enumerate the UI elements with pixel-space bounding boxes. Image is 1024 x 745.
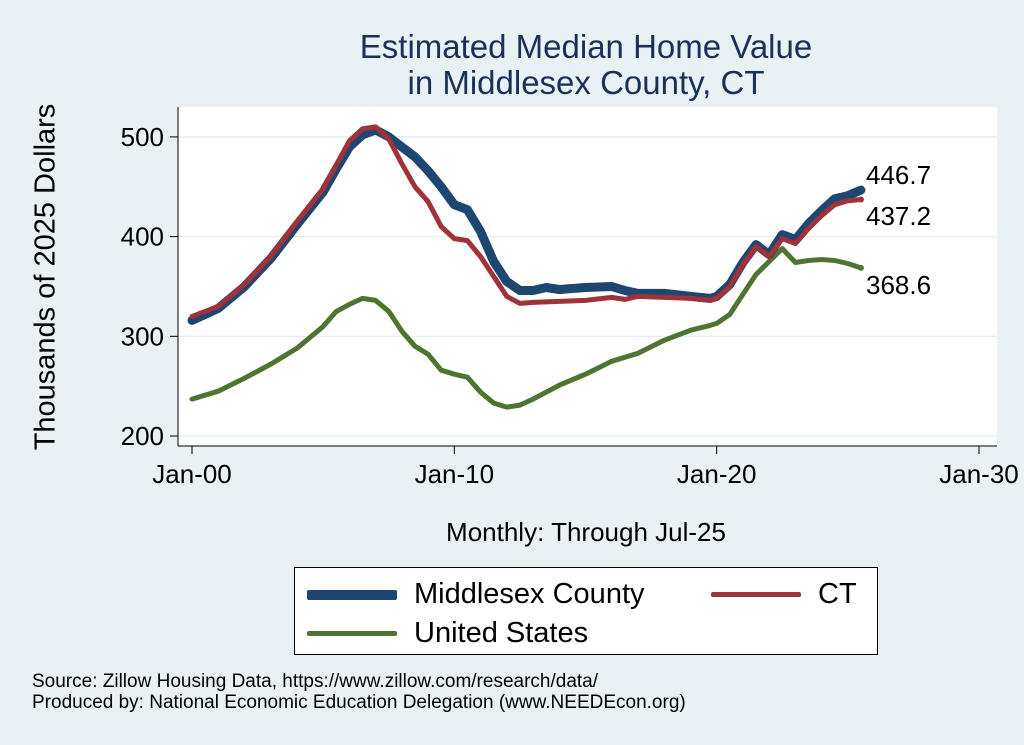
- end-label-ct: 437.2: [866, 201, 931, 231]
- gridlines: [179, 136, 997, 437]
- x-tick-label: Jan-20: [677, 459, 757, 489]
- y-tick-label: 200: [121, 421, 164, 451]
- series-end-point: [857, 264, 864, 271]
- legend-item-us: United States: [307, 617, 588, 650]
- y-tick-label: 500: [121, 122, 164, 152]
- producer-note: Produced by: National Economic Education…: [32, 692, 686, 713]
- end-labels: 446.7 437.2 368.6: [866, 160, 931, 300]
- end-label-us: 368.6: [866, 270, 931, 300]
- legend-swatch-ct: [711, 592, 801, 597]
- series-end-point: [857, 187, 864, 194]
- x-ticks: Jan-00 Jan-10 Jan-20 Jan-30: [152, 446, 1019, 489]
- series-line-ct: [189, 124, 864, 319]
- y-tick-label: 300: [121, 321, 164, 351]
- chart-canvas: 200 300 400 500 Jan-00 Jan-10 Jan-20 Jan-30 44…: [121, 107, 1019, 489]
- x-axis-label: Monthly: Through Jul-25: [446, 517, 726, 547]
- legend-label-ct: CT: [818, 578, 857, 610]
- legend-label-us: United States: [414, 617, 589, 649]
- source-note: Source: Zillow Housing Data, https://www…: [32, 671, 599, 692]
- series-end-point: [857, 196, 864, 203]
- legend-swatch-middlesex: [307, 589, 397, 600]
- x-tick-label: Jan-10: [415, 459, 495, 489]
- legend-item-ct: CT: [711, 578, 857, 611]
- legend-label-middlesex: Middlesex County: [414, 578, 645, 610]
- x-tick-label: Jan-30: [939, 459, 1019, 489]
- chart-title-line-1: Estimated Median Home Value: [359, 28, 813, 65]
- end-label-middlesex: 446.7: [866, 160, 931, 190]
- y-ticks: 200 300 400 500: [121, 122, 178, 451]
- y-tick-label: 400: [121, 222, 164, 252]
- x-tick-label: Jan-00: [152, 459, 232, 489]
- series-line-us: [189, 246, 864, 410]
- legend: Middlesex County CT United States: [294, 567, 878, 655]
- legend-item-middlesex: Middlesex County: [307, 578, 645, 611]
- series-layer: [187, 124, 866, 410]
- plot-area: [178, 107, 997, 446]
- legend-swatch-us: [307, 631, 397, 636]
- chart-title-line-2: in Middlesex County, CT: [407, 64, 765, 101]
